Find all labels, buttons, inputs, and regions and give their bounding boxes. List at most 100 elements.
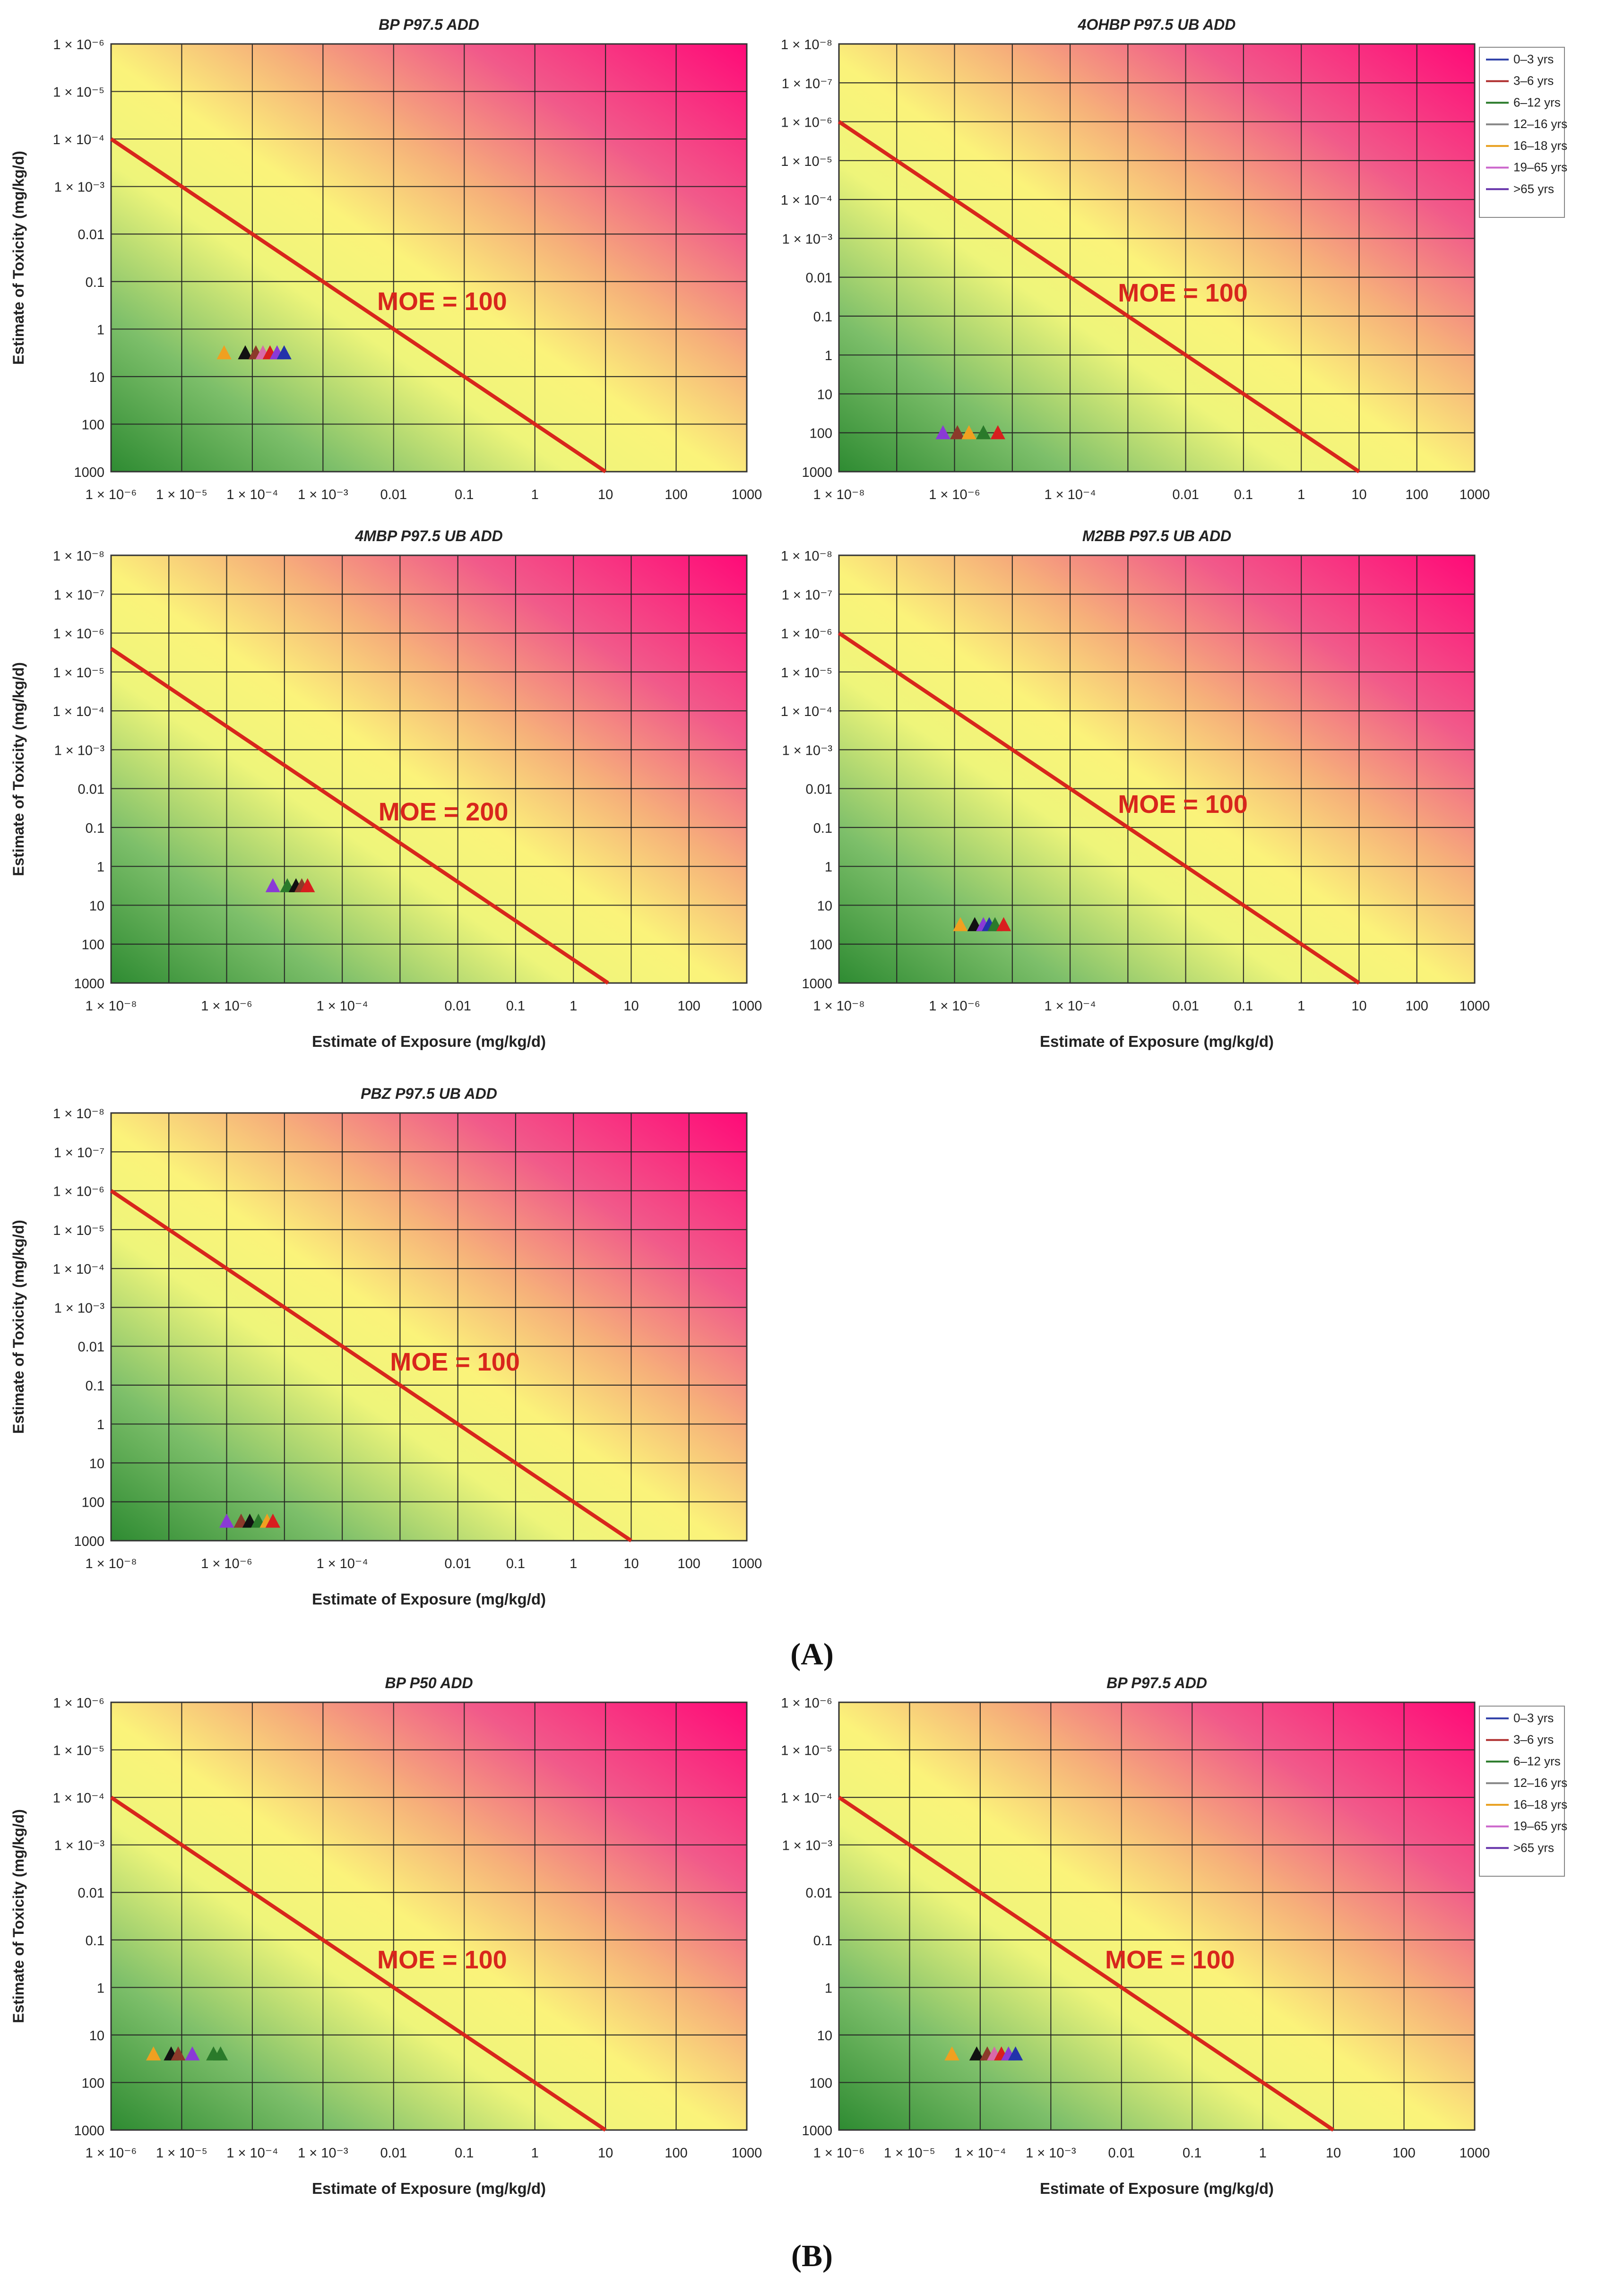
x-tick-label: 0.01 [1172,999,1199,1014]
x-tick-label: 1 [1297,999,1305,1014]
y-tick-label: 0.01 [78,1340,104,1355]
data-point [300,878,315,892]
x-axis-label: Estimate of Exposure (mg/kg/d) [312,1033,546,1050]
moe-label: MOE = 100 [1118,279,1248,307]
panel-label-b: (B) [791,2239,833,2273]
legends-layer: 0–3 yrs 3–6 yrs 6–12 yrs 12–16 yrs 16–18 yrs… [1479,47,1567,1877]
y-axis-label: Estimate of Toxicity (mg/kg/d) [10,662,27,876]
data-points [944,2046,1023,2061]
x-tick-label: 1000 [1460,999,1490,1014]
x-tick-label: 0.01 [1172,487,1199,502]
chart-title: 4MBP P97.5 UB ADD [354,527,502,544]
x-tick-label: 0.1 [1183,2146,1201,2161]
y-tick-label: 1000 [74,465,104,480]
y-tick-label: 1 × 10⁻⁶ [781,627,832,642]
y-tick-label: 1 [97,1981,104,1996]
panel-label-a: (A) [790,1637,834,1672]
legend-entry: 3–6 yrs [1513,74,1554,88]
data-point [990,425,1005,440]
data-point [216,345,232,360]
x-tick-label: 1 [1297,487,1305,502]
data-point [969,2046,985,2061]
y-tick-label: 0.1 [86,1933,104,1949]
moe-label: MOE = 100 [377,287,507,316]
x-tick-label: 0.1 [455,2146,474,2161]
x-tick-label: 1 [531,487,539,502]
y-tick-label: 10 [89,1456,104,1471]
x-tick-label: 1 [531,2146,539,2161]
y-tick-label: 1 × 10⁻⁵ [53,85,104,100]
data-point [185,2046,200,2061]
y-tick-label: 1 × 10⁻³ [54,743,105,758]
data-point [953,917,968,932]
y-tick-label: 1 × 10⁻⁶ [53,627,104,642]
y-tick-label: 100 [810,2076,832,2091]
x-tick-label: 1 [570,999,577,1014]
legend-entry: >65 yrs [1513,181,1554,196]
chart-title: BP P97.5 ADD [379,16,479,33]
y-tick-label: 10 [89,370,104,385]
x-tick-label: 1000 [1460,2146,1490,2161]
y-tick-label: 1 × 10⁻⁷ [54,587,104,603]
y-tick-label: 10 [89,2028,104,2044]
x-tick-label: 1000 [1460,487,1490,502]
x-tick-label: 1 × 10⁻⁴ [316,999,368,1014]
legend-entry: >65 yrs [1513,1840,1554,1854]
y-tick-label: 0.1 [813,821,832,836]
x-tick-label: 1 × 10⁻⁶ [201,1556,252,1571]
y-tick-label: 1 × 10⁻⁵ [781,1743,832,1759]
x-tick-label: 10 [623,999,639,1014]
data-point [171,2046,186,2061]
data-points [216,345,292,360]
y-tick-label: 1 × 10⁻³ [782,743,833,758]
x-tick-label: 10 [1351,999,1366,1014]
x-tick-label: 0.1 [1234,999,1253,1014]
y-tick-label: 1 × 10⁻⁴ [53,704,104,719]
x-tick-label: 1 × 10⁻⁴ [1044,487,1096,502]
y-tick-label: 1 × 10⁻⁶ [781,115,832,130]
x-tick-label: 1 × 10⁻⁶ [929,487,980,502]
chart-background [111,1113,747,1541]
y-tick-label: 1 × 10⁻⁶ [781,1696,832,1711]
data-point [976,425,991,440]
x-tick-label: 1 × 10⁻⁶ [929,999,980,1014]
moe-line [838,1795,1335,2132]
x-tick-label: 1 × 10⁻⁴ [226,2146,278,2161]
x-tick-label: 1000 [732,1556,762,1571]
moe-label: MOE = 200 [379,798,509,826]
x-tick-label: 1 × 10⁻⁴ [1044,999,1096,1014]
y-tick-label: 100 [82,1495,104,1510]
x-tick-label: 1 × 10⁻⁸ [813,487,865,502]
y-tick-label: 0.01 [806,1886,832,1901]
y-tick-label: 1 × 10⁻³ [54,180,105,195]
data-points [219,1513,281,1528]
x-tick-label: 1000 [732,2146,762,2161]
data-point [961,425,976,440]
y-tick-label: 0.01 [78,227,104,242]
x-tick-label: 100 [678,1556,700,1571]
y-tick-label: 1 × 10⁻⁷ [54,1145,104,1160]
y-tick-label: 10 [817,2028,832,2044]
y-tick-label: 1 [825,860,832,875]
data-points [935,425,1005,440]
x-tick-label: 0.1 [506,1556,525,1571]
chart-title: BP P50 ADD [385,1674,473,1691]
y-tick-label: 1 × 10⁻⁵ [53,665,104,681]
data-point [219,1513,234,1528]
x-tick-label: 100 [678,999,700,1014]
x-tick-label: 1 × 10⁻⁵ [156,2146,207,2161]
y-tick-label: 100 [82,938,104,953]
y-tick-label: 0.1 [86,1379,104,1394]
chart-3: 4MBP P97.5 UB ADD 1 × 10⁻⁸ 1 × 10⁻⁷ 1 × 10⁻… [10,527,762,1050]
x-tick-label: 1 [570,1556,577,1571]
y-tick-label: 1 [97,322,104,337]
x-tick-label: 0.1 [506,999,525,1014]
x-tick-label: 100 [665,2146,687,2161]
chart-background [111,44,747,472]
chart-background [839,555,1475,983]
y-tick-label: 1 × 10⁻⁸ [781,549,832,564]
x-tick-label: 10 [598,487,613,502]
y-tick-label: 1 [825,1981,832,1996]
y-tick-label: 100 [810,426,832,441]
chart-frame [110,554,748,984]
